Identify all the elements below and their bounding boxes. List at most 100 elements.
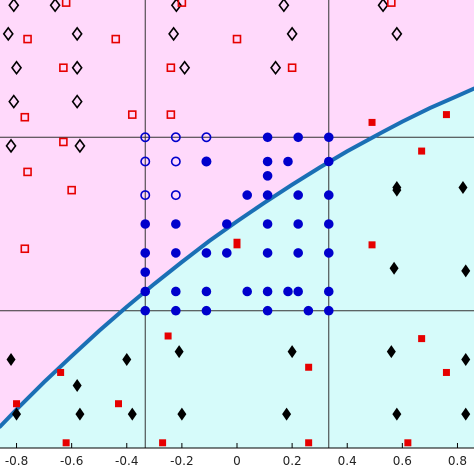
open-square-marker — [232, 34, 242, 44]
x-tick-label: 0.8 — [448, 454, 467, 468]
open-square-marker — [166, 110, 176, 119]
x-tick-label: 0.2 — [283, 454, 302, 468]
open-diamond-marker — [2, 26, 14, 42]
filled-square-marker — [442, 368, 450, 376]
open-diamond-marker — [71, 60, 83, 76]
data-markers — [2, 0, 471, 447]
filled-square-marker — [62, 439, 70, 447]
open-circle-marker — [140, 132, 151, 143]
decision-boundary-line — [0, 86, 474, 429]
filled-circle-marker — [140, 267, 151, 277]
filled-diamond-marker — [174, 345, 184, 359]
filled-circle-marker — [293, 248, 303, 258]
open-diamond-marker — [5, 138, 17, 154]
open-diamond-marker — [170, 0, 182, 13]
open-square-marker — [127, 110, 137, 119]
lower-region — [0, 88, 474, 448]
filled-circle-marker — [262, 286, 273, 297]
filled-circle-marker — [242, 286, 252, 297]
filled-circle-marker — [262, 132, 273, 143]
open-circle-marker — [170, 190, 181, 201]
open-square-marker — [166, 63, 176, 73]
filled-circle-marker — [323, 156, 334, 167]
filled-square-marker — [368, 241, 376, 249]
filled-circle-marker — [262, 171, 273, 181]
x-tick-label: -0.4 — [115, 454, 138, 468]
filled-square-marker — [368, 118, 376, 126]
open-diamond-marker — [377, 0, 389, 13]
open-square-marker — [20, 112, 30, 122]
open-circle-marker — [170, 156, 181, 167]
filled-circle-marker — [140, 286, 151, 297]
filled-circle-marker — [283, 286, 293, 297]
filled-circle-marker — [303, 305, 314, 316]
filled-diamond-marker — [461, 264, 471, 278]
x-tick-label: -0.6 — [60, 454, 83, 468]
open-diamond-marker — [391, 26, 403, 42]
filled-circle-marker — [171, 248, 181, 258]
filled-circle-marker — [171, 286, 181, 297]
filled-circle-marker — [323, 286, 334, 297]
filled-circle-marker — [201, 286, 212, 297]
open-circle-marker — [170, 132, 181, 143]
filled-square-marker — [404, 439, 412, 447]
filled-diamond-marker — [458, 181, 468, 195]
filled-circle-marker — [323, 219, 334, 229]
open-square-marker — [23, 167, 32, 177]
filled-circle-marker — [140, 219, 151, 229]
filled-circle-marker — [293, 132, 303, 143]
filled-circle-marker — [323, 190, 334, 200]
open-square-marker — [111, 34, 121, 44]
filled-diamond-marker — [12, 407, 22, 421]
x-tick-label: 0.6 — [393, 454, 412, 468]
filled-square-marker — [418, 335, 426, 343]
open-diamond-marker — [179, 60, 191, 76]
open-circle-marker — [140, 156, 151, 167]
filled-circle-marker — [201, 156, 212, 167]
filled-square-marker — [164, 332, 172, 340]
filled-square-marker — [442, 111, 450, 119]
filled-circle-marker — [262, 156, 273, 167]
filled-square-marker — [115, 400, 122, 408]
open-square-marker — [177, 0, 187, 7]
filled-diamond-marker — [287, 345, 297, 359]
open-diamond-marker — [8, 94, 20, 109]
filled-circle-marker — [262, 248, 273, 258]
filled-circle-marker — [171, 305, 181, 316]
regions — [0, 0, 474, 448]
x-tick-label: -0.2 — [170, 454, 193, 468]
filled-circle-marker — [262, 219, 273, 229]
open-diamond-marker — [278, 0, 290, 13]
open-diamond-marker — [74, 138, 86, 154]
filled-square-marker — [305, 363, 313, 371]
filled-circle-marker — [293, 286, 303, 297]
open-square-marker — [59, 63, 68, 73]
open-diamond-marker — [71, 94, 83, 109]
upper-region — [0, 0, 474, 427]
filled-square-marker — [159, 439, 167, 447]
x-tick-label: 0.4 — [338, 454, 357, 468]
open-diamond-marker — [8, 0, 20, 13]
filled-diamond-marker — [127, 407, 137, 421]
filled-circle-marker — [222, 219, 232, 229]
filled-circle-marker — [140, 305, 151, 316]
filled-circle-marker — [201, 248, 212, 258]
open-square-marker — [387, 0, 396, 7]
filled-circle-marker — [293, 190, 303, 200]
open-square-marker — [59, 137, 68, 147]
open-circle-marker — [201, 132, 212, 143]
filled-diamond-marker — [177, 407, 187, 421]
filled-circle-marker — [242, 190, 252, 200]
open-square-marker — [67, 185, 76, 195]
open-square-marker — [61, 0, 71, 7]
filled-diamond-marker — [386, 345, 396, 359]
filled-circle-marker — [262, 305, 273, 316]
filled-circle-marker — [293, 219, 303, 229]
x-tick-label: 0 — [233, 454, 241, 468]
filled-circle-marker — [140, 248, 151, 258]
open-diamond-marker — [71, 26, 83, 42]
open-square-marker — [20, 244, 30, 254]
x-axis-ticks: -0.8 -0.6 -0.4 -0.2 0 0.2 0.4 0.6 0.8 — [5, 443, 467, 468]
